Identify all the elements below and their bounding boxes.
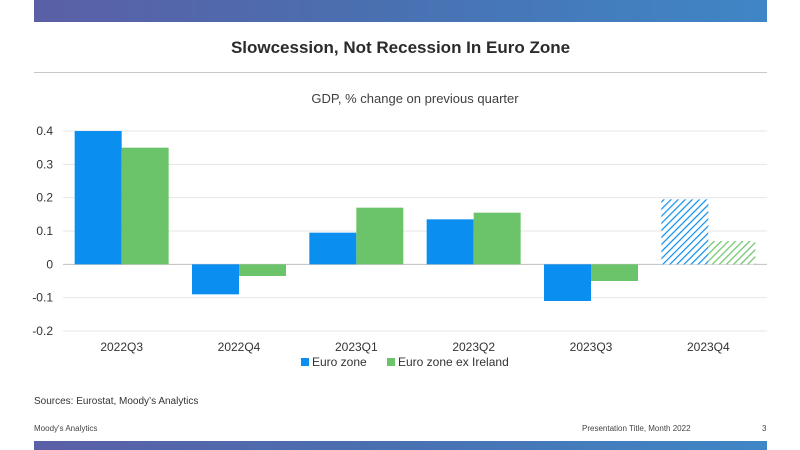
footer-presentation-title: Presentation Title, Month 2022 xyxy=(582,424,691,433)
legend-label: Euro zone ex Ireland xyxy=(398,355,509,369)
title-divider xyxy=(34,72,767,73)
bar-euro-zone-ex-ireland-2023q4 xyxy=(708,241,756,265)
x-tick-label: 2023Q3 xyxy=(570,340,613,354)
x-tick-label: 2023Q2 xyxy=(452,340,495,354)
bar-euro-zone-2023q3 xyxy=(544,264,591,301)
legend-swatch xyxy=(387,358,395,366)
chart-title: GDP, % change on previous quarter xyxy=(311,91,519,106)
top-color-band xyxy=(34,0,767,22)
x-tick-label: 2022Q4 xyxy=(218,340,261,354)
y-tick-label: 0.4 xyxy=(36,124,53,138)
bar-euro-zone-2023q4 xyxy=(661,199,709,265)
slide-title: Slowcession, Not Recession In Euro Zone xyxy=(230,38,571,57)
bar-euro-zone-2022q4 xyxy=(192,264,239,295)
footer-company: Moody's Analytics xyxy=(34,424,98,433)
y-tick-label: -0.2 xyxy=(32,324,53,338)
y-tick-label: -0.1 xyxy=(32,291,53,305)
x-tick-label: 2023Q4 xyxy=(687,340,730,354)
x-tick-label: 2023Q1 xyxy=(335,340,378,354)
sources-note: Sources: Eurostat, Moody’s Analytics xyxy=(34,396,199,407)
legend-swatch xyxy=(301,358,309,366)
y-tick-label: 0.3 xyxy=(36,157,53,171)
y-tick-label: 0.1 xyxy=(36,224,53,238)
legend-label: Euro zone xyxy=(312,355,367,369)
bar-euro-zone-2023q2 xyxy=(426,219,474,265)
bar-euro-zone-2023q1 xyxy=(309,232,357,265)
bar-euro-zone-ex-ireland-2022q4 xyxy=(239,264,286,276)
bar-euro-zone-ex-ireland-2023q2 xyxy=(473,212,521,265)
bar-euro-zone-ex-ireland-2022q3 xyxy=(121,147,169,265)
y-tick-label: 0 xyxy=(46,257,53,271)
bar-euro-zone-2022q3 xyxy=(74,131,122,265)
y-tick-label: 0.2 xyxy=(36,191,53,205)
bar-euro-zone-ex-ireland-2023q3 xyxy=(591,264,638,281)
page-number: 3 xyxy=(762,424,767,433)
bar-euro-zone-ex-ireland-2023q1 xyxy=(356,207,404,265)
bottom-color-band xyxy=(34,441,767,450)
x-tick-label: 2022Q3 xyxy=(100,340,143,354)
